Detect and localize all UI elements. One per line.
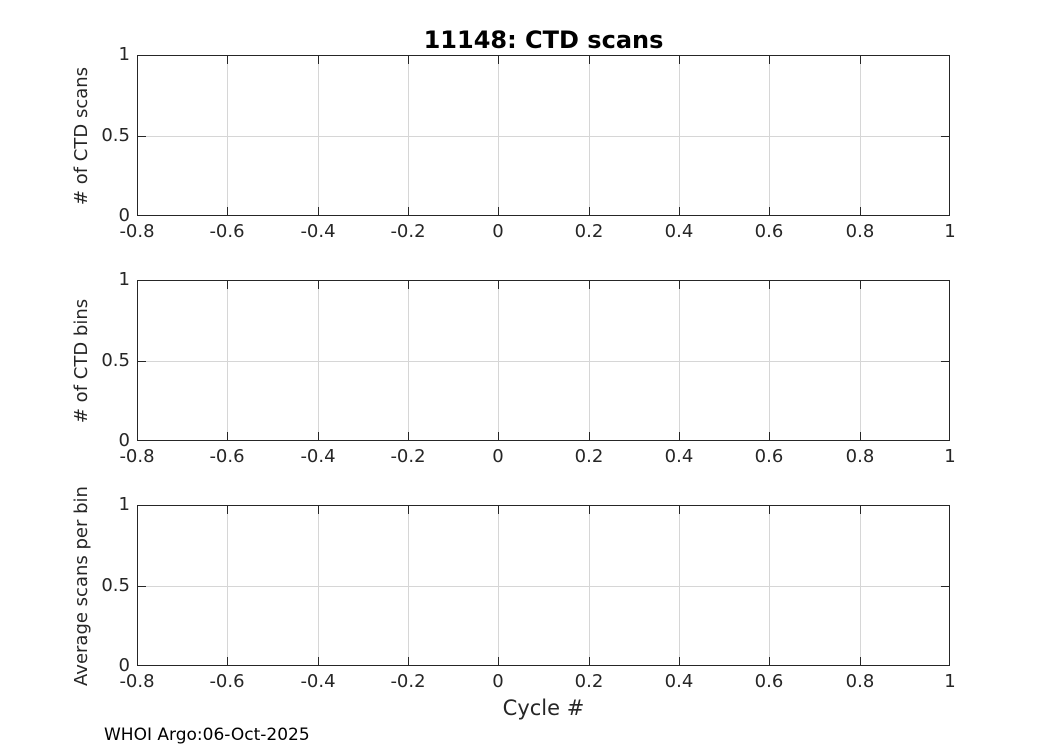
- x-tick-label: -0.4: [300, 446, 336, 467]
- x-tick-label: -0.4: [300, 221, 336, 242]
- x-axis-label: Cycle #: [502, 696, 585, 720]
- x-tick-label: 0.2: [574, 671, 604, 692]
- x-tick-label: 0.6: [754, 446, 784, 467]
- y-tick-label: 1: [118, 44, 130, 65]
- x-tick-label: 0.6: [754, 671, 784, 692]
- x-tick-label: 1: [944, 221, 956, 242]
- x-tick-label: 1: [944, 446, 956, 467]
- x-tick-label: 0.4: [664, 446, 694, 467]
- plot-area: [137, 55, 950, 216]
- x-tick-label: -0.8: [119, 671, 155, 692]
- x-tick-label: -0.8: [119, 221, 155, 242]
- x-tick-label: -0.8: [119, 446, 155, 467]
- x-tick-label: -0.2: [390, 446, 426, 467]
- x-tick-label: 0: [492, 446, 504, 467]
- y-tick-label: 0.5: [101, 125, 130, 146]
- x-tick-label: 0.2: [574, 446, 604, 467]
- x-tick-label: 0.8: [845, 671, 875, 692]
- y-axis-label: Average scans per bin: [71, 485, 92, 686]
- plot-area: [137, 280, 950, 441]
- x-tick-label: 0.4: [664, 221, 694, 242]
- x-tick-label: 0: [492, 221, 504, 242]
- x-tick-label: -0.6: [209, 446, 245, 467]
- x-tick-label: 0.4: [664, 671, 694, 692]
- x-tick-label: -0.4: [300, 671, 336, 692]
- y-tick-label: 0: [118, 655, 130, 676]
- x-tick-label: 0: [492, 671, 504, 692]
- axes-box: [137, 505, 950, 666]
- figure-title: 11148: CTD scans: [423, 26, 664, 54]
- x-tick-label: 0.2: [574, 221, 604, 242]
- plot-area: [137, 505, 950, 666]
- x-tick-label: -0.6: [209, 221, 245, 242]
- x-tick-label: 0.8: [845, 446, 875, 467]
- y-tick-label: 0.5: [101, 575, 130, 596]
- axes-box: [137, 280, 950, 441]
- x-tick-label: -0.2: [390, 671, 426, 692]
- y-tick-label: 0.5: [101, 350, 130, 371]
- x-tick-label: 0.8: [845, 221, 875, 242]
- axes-box: [137, 55, 950, 216]
- y-tick-label: 0: [118, 205, 130, 226]
- y-tick-label: 1: [118, 494, 130, 515]
- x-tick-label: -0.6: [209, 671, 245, 692]
- x-tick-label: 1: [944, 671, 956, 692]
- x-tick-label: 0.6: [754, 221, 784, 242]
- y-tick-label: 0: [118, 430, 130, 451]
- y-tick-label: 1: [118, 269, 130, 290]
- x-tick-label: -0.2: [390, 221, 426, 242]
- watermark-text: WHOI Argo:06-Oct-2025: [104, 725, 310, 745]
